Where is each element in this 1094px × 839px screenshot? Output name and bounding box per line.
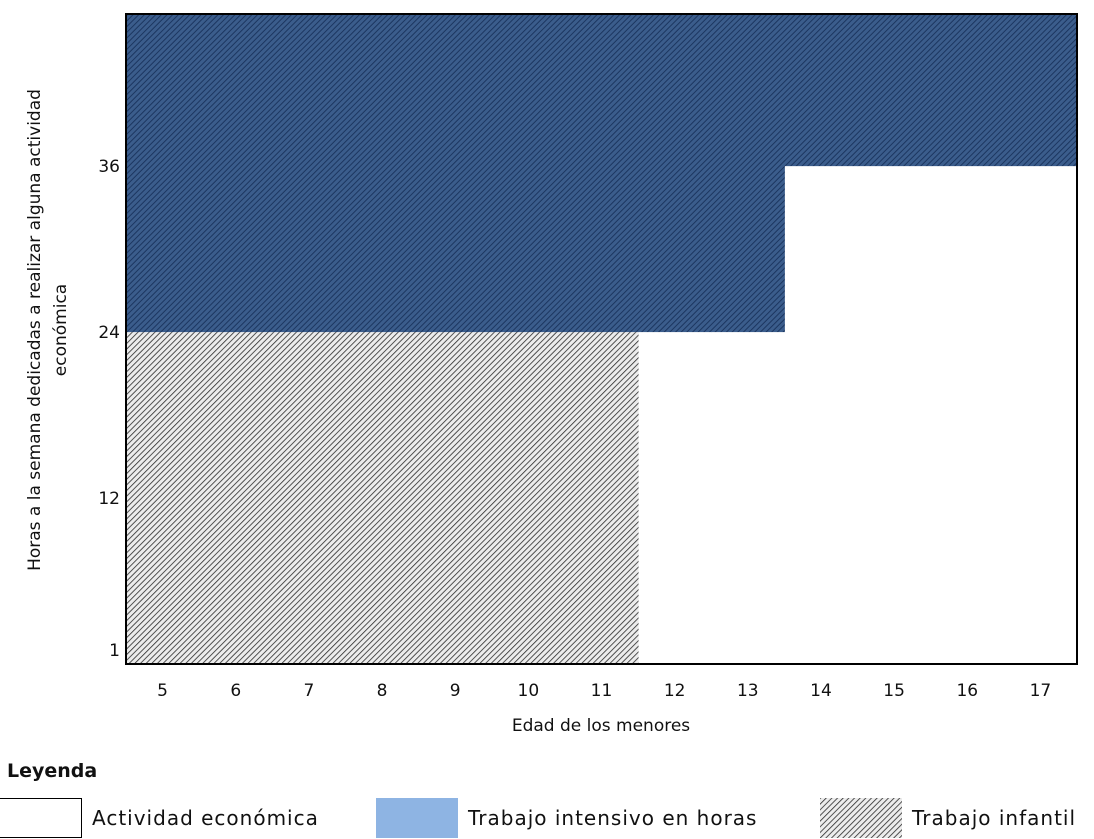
legend-label: Trabajo intensivo en horas (468, 806, 758, 830)
x-tick-label: 6 (230, 681, 241, 701)
region-trabajo-infantil-age-10 (491, 332, 566, 664)
x-tick-label: 17 (1030, 681, 1052, 701)
region-trabajo-infantil-age-6 (199, 332, 273, 664)
x-tick-label: 5 (157, 681, 168, 701)
x-tick-label: 14 (810, 681, 832, 701)
x-tick-label: 8 (377, 681, 388, 701)
y-axis-label-line2: económica (51, 284, 71, 376)
region-trabajo-intensivo-age-14 (784, 14, 859, 167)
region-trabajo-intensivo-age-16 (930, 14, 1005, 167)
legend-item-actividad-economica: Actividad económica (0, 797, 319, 839)
x-tick-label: 9 (450, 681, 461, 701)
legend-swatch-blue (376, 798, 458, 838)
region-trabajo-infantil-age-5 (126, 332, 200, 664)
x-tick-label: 16 (956, 681, 978, 701)
region-trabajo-intensivo-age-10 (491, 14, 566, 333)
region-trabajo-intensivo-age-17 (1003, 14, 1078, 167)
x-tick-label: 12 (664, 681, 686, 701)
y-tick-label: 36 (98, 157, 120, 177)
region-trabajo-intensivo-age-8 (345, 14, 420, 333)
regions-layer (126, 14, 1078, 664)
y-tick-label: 12 (98, 489, 120, 509)
legend-swatch-white (0, 798, 82, 838)
x-tick-label: 13 (737, 681, 759, 701)
x-tick-label: 15 (883, 681, 905, 701)
x-tick-label: 11 (591, 681, 613, 701)
region-trabajo-intensivo-age-6 (199, 14, 273, 333)
chart: 5 6 7 8 9 10 11 12 13 14 15 16 17 1 12 24 36 Edad de lo… (25, 13, 1078, 736)
region-trabajo-infantil-age-11 (564, 332, 639, 664)
plot-frame (125, 13, 1078, 665)
legend-item-trabajo-infantil: Trabajo infantil (820, 797, 1076, 839)
region-trabajo-intensivo-age-7 (272, 14, 346, 333)
legend-label: Actividad económica (92, 806, 319, 830)
y-ticks: 1 12 24 36 (98, 157, 120, 661)
y-axis-label-line1: Horas a la semana dedicadas a realizar a… (25, 89, 45, 571)
legend-title: Leyenda (7, 760, 98, 782)
x-tick-label: 7 (303, 681, 314, 701)
region-trabajo-intensivo-age-11 (564, 14, 639, 333)
region-trabajo-intensivo-age-9 (418, 14, 493, 333)
region-trabajo-intensivo-age-5 (126, 14, 200, 333)
region-trabajo-intensivo-age-12 (638, 14, 712, 333)
y-tick-label: 1 (109, 641, 120, 661)
region-trabajo-intensivo-age-13 (711, 14, 785, 333)
x-tick-label: 10 (518, 681, 540, 701)
region-trabajo-infantil-age-7 (272, 332, 346, 664)
x-axis-label: Edad de los menores (512, 716, 690, 736)
region-trabajo-infantil-age-8 (345, 332, 420, 664)
legend-item-trabajo-intensivo: Trabajo intensivo en horas (376, 797, 757, 839)
region-trabajo-intensivo-age-15 (857, 14, 932, 167)
x-ticks: 5 6 7 8 9 10 11 12 13 14 15 16 17 (157, 681, 1051, 701)
y-tick-label: 24 (98, 323, 120, 343)
legend-swatch-hatch (820, 798, 902, 838)
region-trabajo-infantil-age-9 (418, 332, 493, 664)
legend-label: Trabajo infantil (912, 806, 1077, 830)
